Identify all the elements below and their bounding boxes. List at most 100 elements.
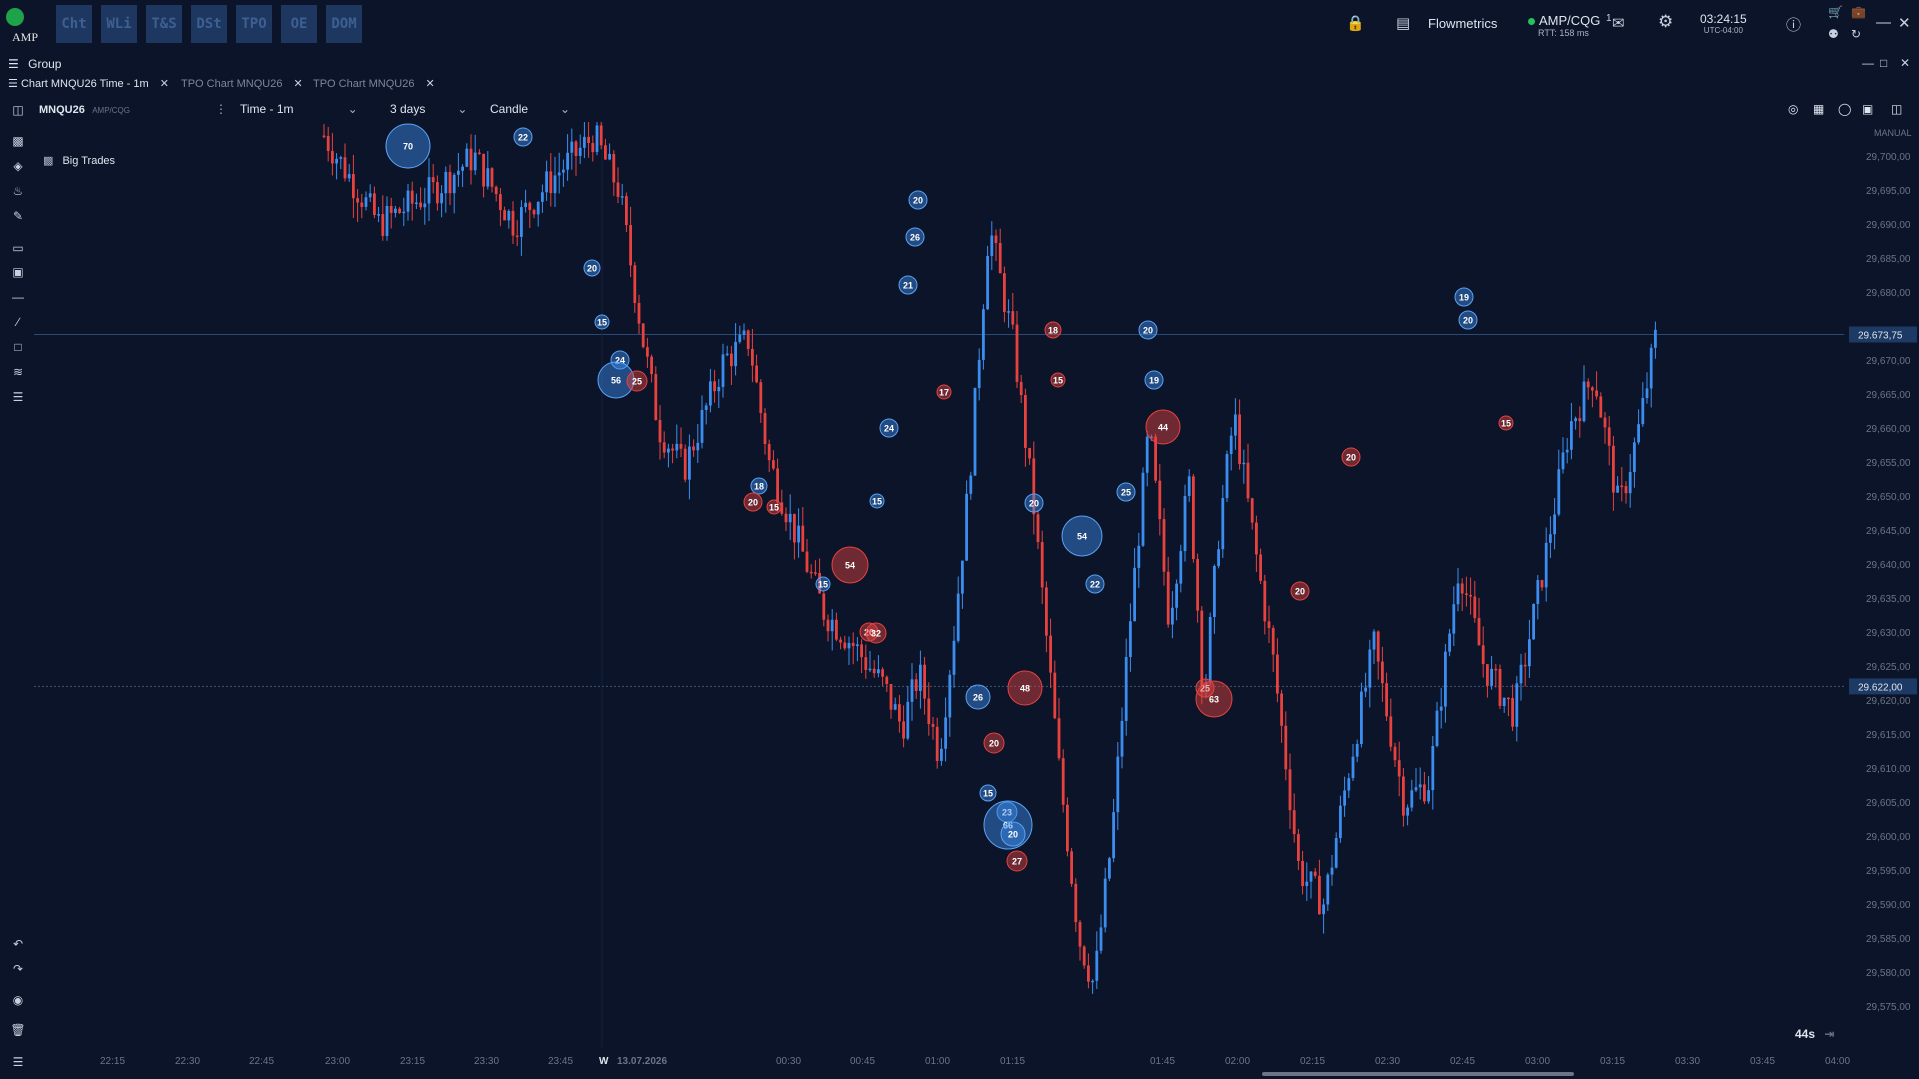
workspace-icon[interactable]: ▤ [1396,15,1411,32]
big-trade-bubble [1007,670,1043,706]
layers-icon[interactable]: ◈ [13,159,23,173]
connected-dot-icon [1528,18,1535,25]
scroll-to-end-icon[interactable]: ⇥ [1824,1027,1835,1041]
candle-body [1028,447,1031,459]
candle-body [683,448,687,480]
module-time-sales-button[interactable]: T&S [146,5,182,43]
price-tick-label: 29,575,00 [1866,1002,1911,1013]
amp-logo[interactable]: AMP [4,4,42,44]
trend-line-icon[interactable]: ∕ [16,315,19,329]
range-select[interactable]: 3 days ⌄ [390,102,467,116]
big-trade-bubble [905,227,925,247]
price-tick-label: 29,600,00 [1866,832,1911,843]
big-trade-bubble [936,384,952,400]
candle-body [1603,417,1607,428]
time-tick-label: 01:00 [925,1056,950,1067]
sync-icon[interactable]: ↻ [1851,27,1862,41]
zoom-box-icon[interactable]: ▣ [12,265,24,279]
candle-body [977,359,981,388]
symbol-selector[interactable]: MNQU26 AMP/CQG [39,102,130,116]
trash-icon[interactable]: 🗑 [10,1023,26,1037]
candle-body [1032,458,1036,515]
tab-close-icon[interactable]: ✕ [159,78,169,90]
candle-body [326,135,330,152]
robot-icon[interactable]: ⚉ [1828,27,1839,41]
interval-select[interactable]: Time - 1m ⌄ [240,102,358,116]
big-trade-bubble [869,493,885,509]
horizontal-line-icon[interactable]: — [12,290,24,304]
fibonacci-icon[interactable]: ≋ [12,365,24,379]
tab-label: TPO Chart MNQU26 [313,78,415,90]
close-app-icon[interactable]: ✕ [1898,15,1911,32]
tab-tpo-chart-2[interactable]: TPO Chart MNQU26 ✕ [313,77,435,90]
maximize-window-icon[interactable]: □ [1880,56,1888,70]
chat-icon[interactable]: ✉ [1612,15,1625,32]
alert-bell-icon[interactable]: ♨ [12,184,24,198]
big-trade-bubble [385,123,431,169]
candle-body [1427,790,1430,802]
connection-status[interactable]: AMP/CQG RTT: 158 ms [1528,13,1600,38]
big-trade-bubble [1498,415,1514,431]
candle-body [956,593,960,641]
marker-price-tag [1849,678,1917,695]
more-options-icon[interactable]: ⋮ [215,102,227,116]
layout-icon[interactable]: ▣ [1862,102,1874,116]
visibility-eye-icon[interactable]: ◉ [12,993,24,1007]
pencil-icon[interactable]: ✎ [12,209,24,223]
candle-body [772,460,775,469]
close-window-icon[interactable]: ✕ [1900,56,1911,70]
bottom-menu-icon[interactable]: ☰ [12,1055,24,1069]
sidebar-toggle-icon[interactable]: ◫ [1891,102,1903,116]
candle-body [1036,514,1040,543]
minimize-window-icon[interactable]: — [1862,56,1874,70]
tab-menu-icon: ☰ [8,78,18,90]
module-watchlist-button[interactable]: WLi [101,5,137,43]
candle-body [847,642,851,649]
minimize-app-icon[interactable]: — [1876,14,1891,31]
candle-body [1439,706,1443,711]
tab-close-icon[interactable]: ✕ [425,78,435,90]
settings-gear-icon[interactable]: ⚙ [1658,12,1674,31]
big-trade-bubble [1144,370,1164,390]
cart-icon[interactable]: 🛒 [1828,5,1843,19]
module-dom-button[interactable]: DOM [326,5,362,43]
rectangle-icon[interactable]: □ [14,340,22,354]
big-trades-indicator-label[interactable]: ▩ Big Trades [43,155,116,167]
ruler-icon[interactable]: ▭ [12,241,24,255]
chart-style-select[interactable]: Candle ⌄ [490,102,570,116]
workspace-name[interactable]: Flowmetrics [1428,16,1498,31]
mouse-icon[interactable]: ◯ [1838,102,1852,116]
calendar-icon[interactable]: ▦ [1813,102,1825,116]
module-tpo-button[interactable]: TPO [236,5,272,43]
candle-body [1322,904,1325,915]
candle-body [473,152,477,171]
candle-body [364,197,368,207]
briefcase-icon[interactable]: 💼 [1851,5,1866,19]
candle-body [1007,311,1010,313]
help-icon[interactable]: ⓘ [1786,17,1802,34]
candle-body [1402,776,1405,816]
module-chart-button[interactable]: Cht [56,5,92,43]
candle-body [1561,452,1565,470]
redo-icon[interactable]: ↷ [12,962,24,976]
module-dst-button[interactable]: DSt [191,5,227,43]
candle-body [1229,435,1233,455]
undo-icon[interactable]: ↶ [12,937,24,951]
panel-toggle-icon[interactable]: ◫ [12,103,24,117]
lock-icon[interactable]: 🔒 [1346,15,1365,32]
candle-body [1099,927,1103,951]
tab-chart-mnqu26[interactable]: ☰ Chart MNQU26 Time - 1m ✕ [8,77,169,90]
tab-close-icon[interactable]: ✕ [293,78,303,90]
tab-tpo-chart-1[interactable]: TPO Chart MNQU26 ✕ [181,77,303,90]
time-scrollbar[interactable] [1262,1072,1574,1076]
module-order-entry-button[interactable]: OE [281,5,317,43]
indicators-icon[interactable]: ▩ [12,134,24,148]
candle-body [969,475,973,494]
objects-list-icon[interactable]: ☰ [12,390,24,404]
price-chart[interactable]: MANUAL 29,700,00 29,695,00 29,690,00 29,685,… [34,122,1919,1075]
crosshair-icon[interactable]: ◎ [1788,102,1799,116]
time-tick-label: 03:15 [1600,1056,1625,1067]
big-trade-bubble [965,684,991,710]
candle-body [658,420,662,443]
menu-icon[interactable]: ☰ [8,57,19,71]
